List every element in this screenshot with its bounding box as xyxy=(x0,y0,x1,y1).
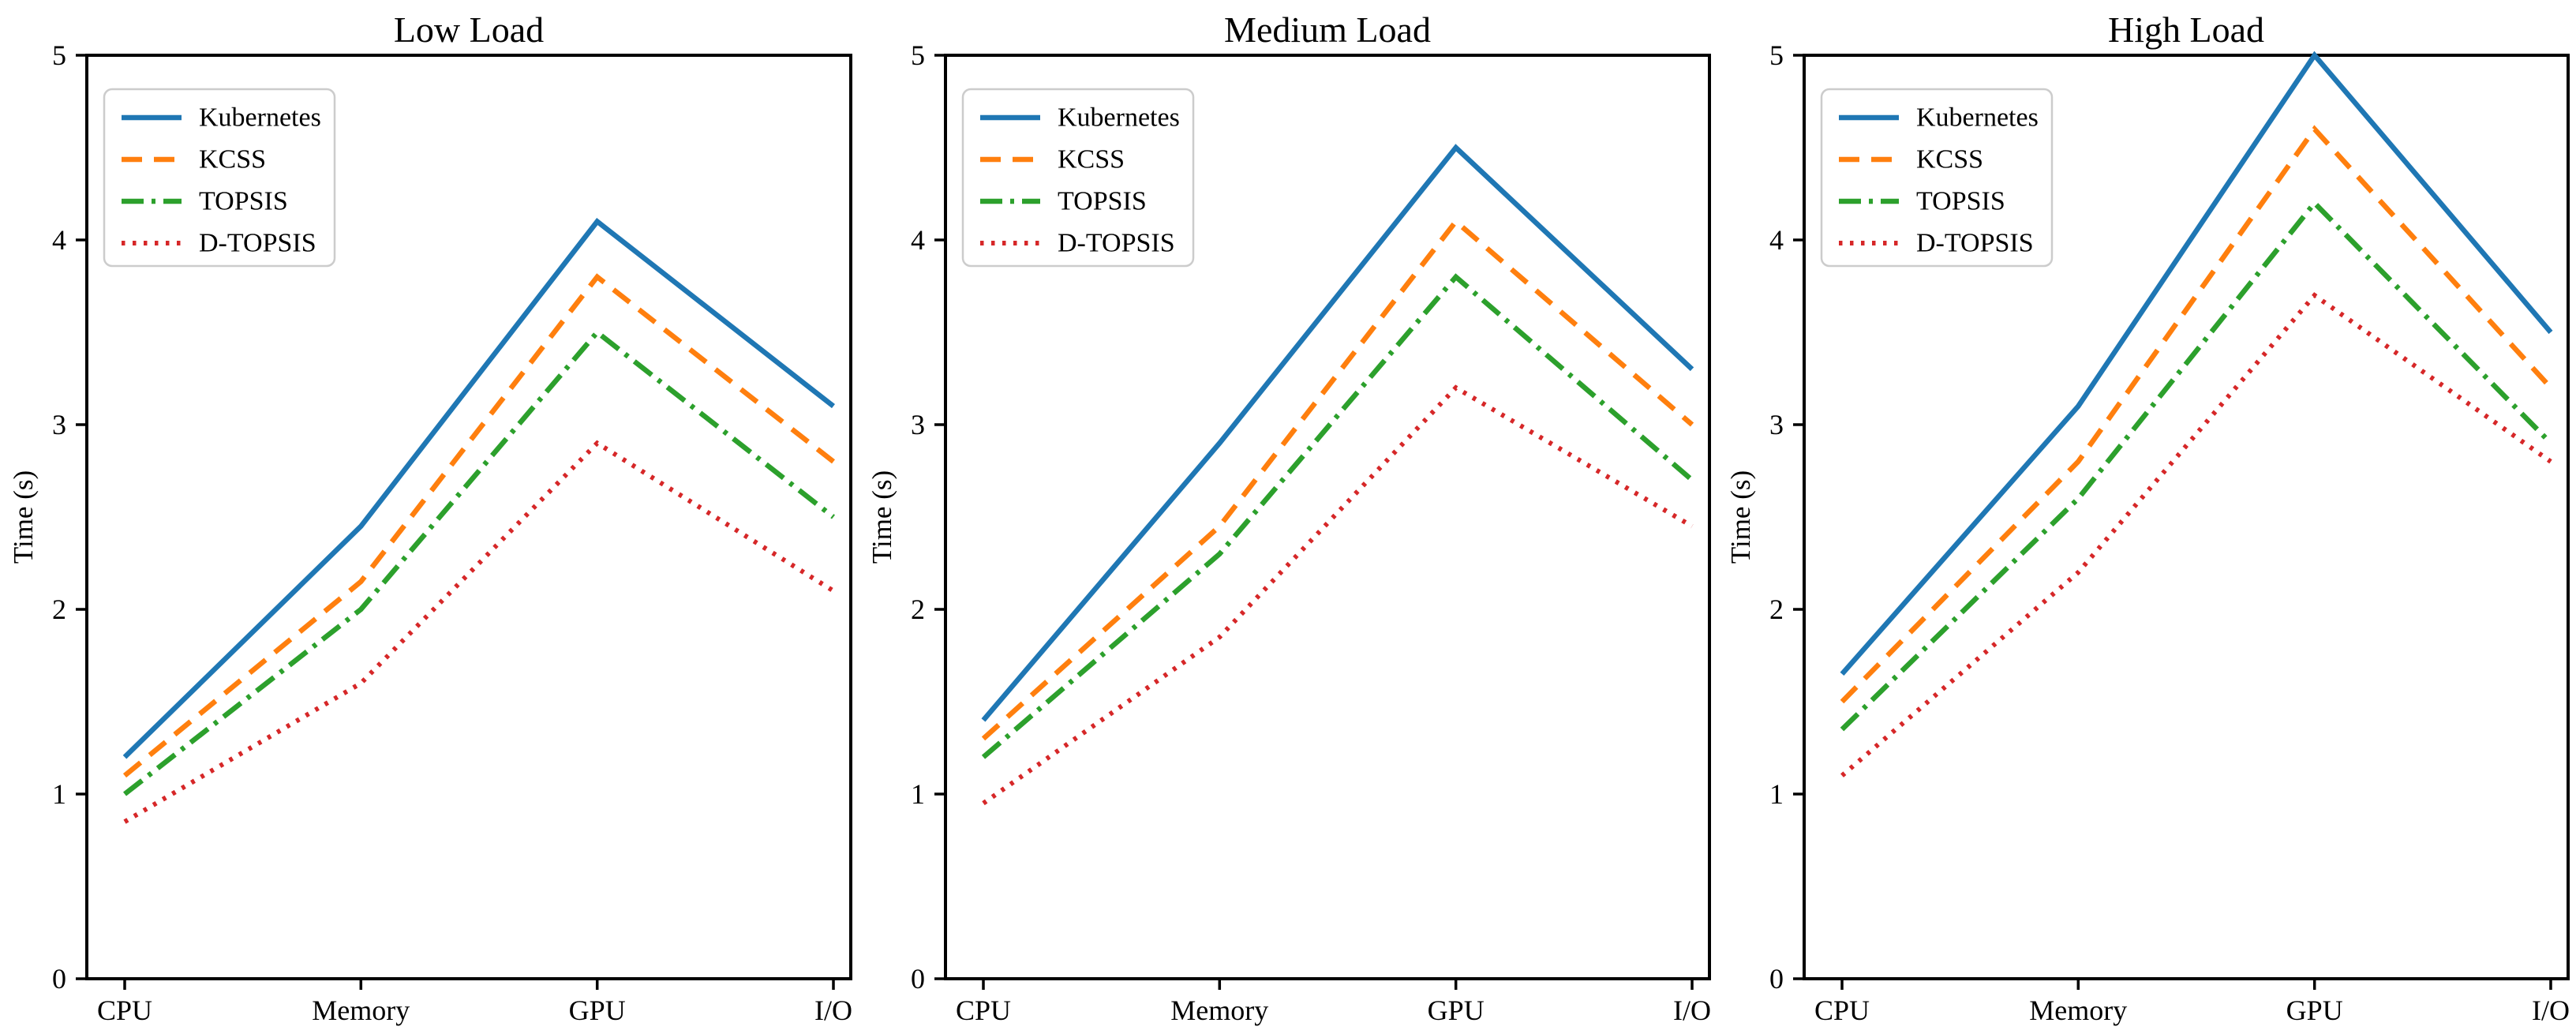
y-tick-label: 4 xyxy=(1769,224,1784,256)
chart-high-load: 0 1 2 3 4 5 CPU Memory GPU I/O Kubernetes KCSS TOPSI… xyxy=(1769,39,2570,1026)
legend-label-TOPSIS: TOPSIS xyxy=(1058,187,1147,216)
x-tick-label-GPU: GPU xyxy=(569,995,626,1026)
legend-box xyxy=(1820,88,2054,268)
legend-label-TOPSIS: TOPSIS xyxy=(1916,187,2005,216)
y-tick-label: 2 xyxy=(911,594,925,625)
legend-box xyxy=(103,88,336,268)
y-tick-label: 2 xyxy=(1769,594,1784,625)
series-line-D-TOPSIS xyxy=(123,440,835,824)
y-tick-label: 0 xyxy=(911,963,925,995)
x-tick-label-GPU: GPU xyxy=(1428,995,1485,1026)
series-line-KCSS xyxy=(981,217,1694,741)
y-tick-label: 3 xyxy=(911,409,925,440)
panel-high-load: High Load Time (s) 0 1 2 3 4 5 CPU Memory GPU I/O… xyxy=(1717,0,2576,1034)
y-tick-label: 5 xyxy=(1769,39,1784,71)
x-tick-label-CPU: CPU xyxy=(956,995,1011,1026)
plot-border xyxy=(944,54,1711,980)
y-tick-label: 5 xyxy=(52,39,66,71)
chart-medium-load: 0 1 2 3 4 5 CPU Memory GPU I/O Kubernetes KCSS TOPSI… xyxy=(911,39,1711,1026)
legend-label-Kubernetes: Kubernetes xyxy=(1058,103,1180,133)
legend-label-Kubernetes: Kubernetes xyxy=(199,103,321,133)
y-tick-label: 5 xyxy=(911,39,925,71)
series-line-TOPSIS xyxy=(981,273,1694,759)
y-tick-label: 3 xyxy=(1769,409,1784,440)
series-line-TOPSIS xyxy=(122,328,836,796)
legend-label-D-TOPSIS: D-TOPSIS xyxy=(1916,229,2034,258)
plot-border xyxy=(85,54,852,980)
y-tick-label: 1 xyxy=(52,778,66,810)
y-tick-label: 0 xyxy=(1769,963,1784,995)
x-tick-label-I/O: I/O xyxy=(1673,995,1711,1026)
legend-label-D-TOPSIS: D-TOPSIS xyxy=(199,229,316,258)
y-tick-label: 4 xyxy=(52,224,66,256)
series-line-Kubernetes xyxy=(122,218,836,759)
x-tick-label-Memory: Memory xyxy=(2029,995,2127,1026)
y-tick-label: 0 xyxy=(52,963,66,995)
x-tick-label-CPU: CPU xyxy=(1814,995,1870,1026)
y-tick-label: 1 xyxy=(911,778,925,810)
x-tick-label-CPU: CPU xyxy=(97,995,152,1026)
panel-title-high-load: High Load xyxy=(2107,9,2264,50)
series-line-Kubernetes xyxy=(981,144,1694,722)
x-tick-label-I/O: I/O xyxy=(2532,995,2570,1026)
plot-border xyxy=(1803,54,2570,980)
series-line-KCSS xyxy=(122,273,836,778)
x-tick-label-I/O: I/O xyxy=(814,995,852,1026)
legend-label-KCSS: KCSS xyxy=(1916,145,1983,174)
chart-low-load: 0 1 2 3 4 5 CPU Memory GPU I/O Kubernetes KCSS TOPSI… xyxy=(52,39,852,1026)
series-line-Kubernetes xyxy=(1840,51,2553,676)
x-tick-label-Memory: Memory xyxy=(312,995,410,1026)
panel-title-low-load: Low Load xyxy=(393,9,545,50)
legend-box xyxy=(961,88,1195,268)
legend-label-KCSS: KCSS xyxy=(199,145,266,174)
series-line-D-TOPSIS xyxy=(982,384,1694,806)
y-tick-label: 4 xyxy=(911,224,925,256)
y-tick-label: 3 xyxy=(52,409,66,440)
legend-label-KCSS: KCSS xyxy=(1058,145,1125,174)
legend-label-D-TOPSIS: D-TOPSIS xyxy=(1058,229,1175,258)
panel-medium-load: Medium Load Time (s) 0 1 2 3 4 5 CPU Memory GPU I… xyxy=(859,0,1717,1034)
panel-low-load: Low Load Time (s) 0 1 2 3 4 5 CPU Memory GPU I/O K… xyxy=(0,0,859,1034)
series-line-TOPSIS xyxy=(1840,199,2553,732)
series-line-KCSS xyxy=(1840,125,2553,704)
y-tick-label: 2 xyxy=(52,594,66,625)
panel-title-medium-load: Medium Load xyxy=(1224,9,1431,50)
series-line-D-TOPSIS xyxy=(1840,292,2552,777)
legend-label-TOPSIS: TOPSIS xyxy=(199,187,288,216)
x-tick-label-GPU: GPU xyxy=(2286,995,2343,1026)
legend-label-Kubernetes: Kubernetes xyxy=(1916,103,2039,133)
x-tick-label-Memory: Memory xyxy=(1170,995,1268,1026)
y-tick-label: 1 xyxy=(1769,778,1784,810)
